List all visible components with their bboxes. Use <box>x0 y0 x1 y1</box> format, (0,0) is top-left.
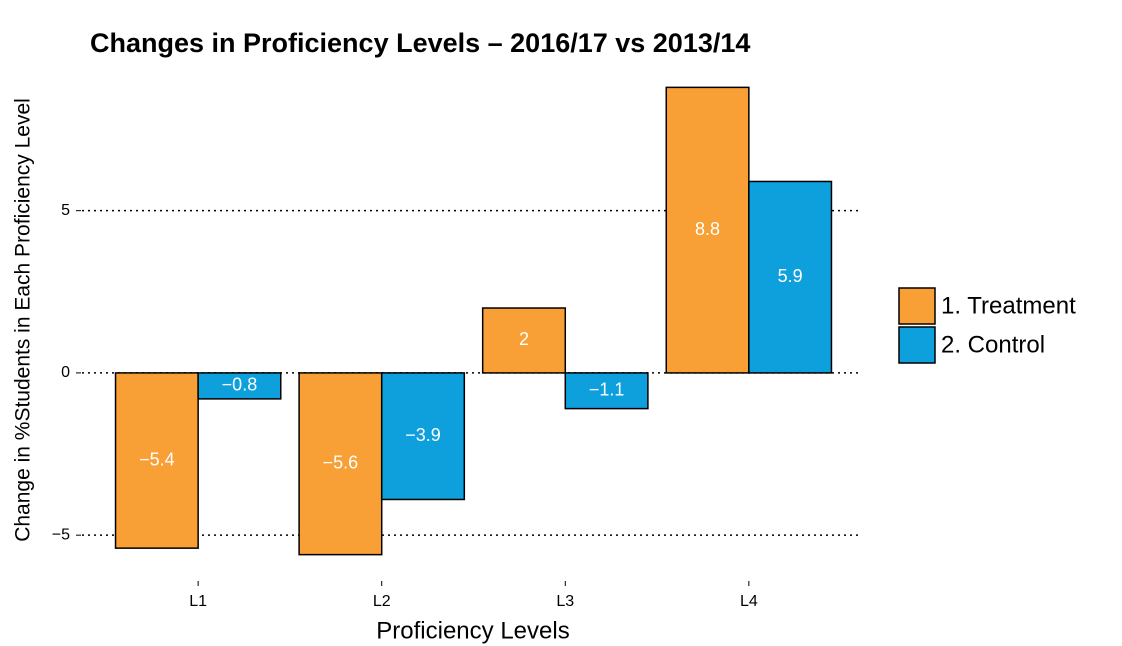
x-tick-label: L3 <box>556 593 574 610</box>
value-label: −5.4 <box>139 449 175 469</box>
legend-key <box>898 326 936 364</box>
legend-key <box>898 287 936 325</box>
y-tick-label: 5 <box>61 202 70 219</box>
y-tick-label: 0 <box>61 364 70 381</box>
bar <box>748 180 833 374</box>
bar <box>114 372 199 549</box>
bar <box>380 372 466 501</box>
value-label: −0.8 <box>222 375 258 395</box>
y-axis-label: Change in %Students in Each Proficiency … <box>12 98 35 542</box>
bar <box>481 307 567 374</box>
bar <box>564 372 649 410</box>
bar <box>197 372 282 400</box>
value-label: −5.6 <box>323 453 359 473</box>
x-tick-label: L2 <box>373 593 391 610</box>
x-tick-label: L1 <box>189 593 207 610</box>
value-label: 2 <box>519 329 529 349</box>
legend-label: 2. Control <box>941 331 1045 358</box>
bar <box>298 372 383 556</box>
value-label: 8.8 <box>695 219 720 239</box>
chart-title: Changes in Proficiency Levels – 2016/17 … <box>90 28 750 58</box>
value-label: −3.9 <box>405 425 441 445</box>
x-tick-label: L4 <box>740 593 758 610</box>
value-label: −1.1 <box>589 380 625 400</box>
value-label: 5.9 <box>778 266 803 286</box>
x-axis-label: Proficiency Levels <box>376 617 569 644</box>
y-tick-label: −5 <box>52 526 70 543</box>
legend-label: 1. Treatment <box>941 292 1076 319</box>
